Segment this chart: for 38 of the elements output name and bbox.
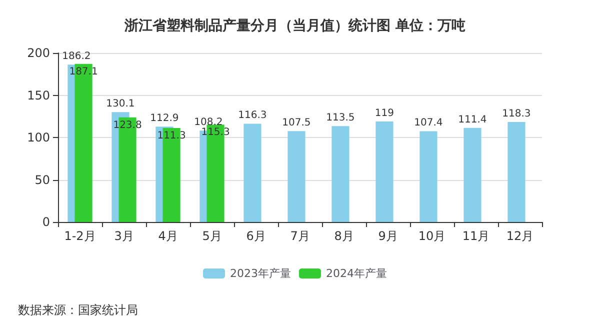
data-label: 107.4 (414, 118, 443, 129)
y-tick-label: 150 (27, 88, 50, 102)
data-label: 107.5 (282, 118, 311, 129)
bar (420, 131, 438, 222)
bar (508, 122, 526, 222)
y-tick-label: 0 (42, 215, 50, 229)
x-tick-label: 9月 (378, 229, 398, 243)
bar (332, 126, 350, 222)
bar (288, 131, 306, 222)
data-label: 113.5 (326, 112, 355, 124)
y-tick-label: 200 (27, 46, 50, 60)
legend-label: 2024年产量 (326, 267, 387, 280)
data-label: 119 (374, 108, 394, 119)
x-tick-label: 11月 (462, 229, 490, 243)
x-tick-label: 3月 (114, 229, 134, 243)
x-tick-label: 7月 (290, 229, 310, 243)
x-tick-label: 12月 (506, 229, 534, 243)
bar (244, 124, 262, 222)
legend-label: 2023年产量 (230, 267, 292, 280)
x-tick-label: 6月 (246, 229, 266, 243)
y-tick-label: 50 (34, 172, 50, 187)
y-tick-label: 100 (27, 130, 50, 144)
x-tick-label: 1-2月 (64, 229, 96, 243)
x-tick-label: 4月 (158, 229, 178, 243)
data-label: 108.2 (194, 117, 223, 128)
x-tick-label: 5月 (202, 229, 222, 243)
data-label: 116.3 (238, 110, 267, 122)
bar (376, 121, 394, 222)
source-note: 数据来源：国家统计局 (18, 303, 138, 317)
x-tick-label: 8月 (334, 229, 354, 243)
data-label: 186.2 (62, 51, 91, 62)
data-label: 130.1 (106, 98, 135, 110)
data-label: 118.3 (502, 108, 531, 120)
x-tick-label: 10月 (418, 229, 446, 243)
data-label: 111.4 (458, 114, 487, 126)
data-label: 112.9 (150, 113, 179, 124)
chart-title: 浙江省塑料制品产量分月（当月值）统计图 单位：万吨 (124, 17, 466, 34)
bar (464, 128, 482, 222)
